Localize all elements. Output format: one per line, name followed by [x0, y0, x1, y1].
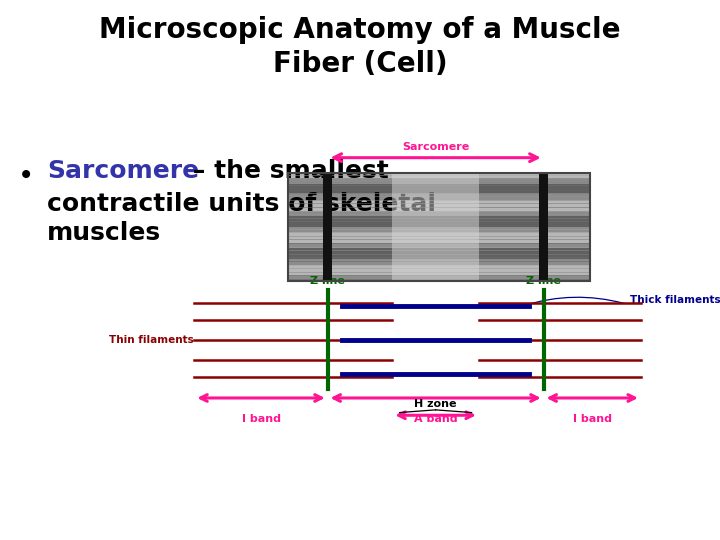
- Bar: [288, 270, 590, 275]
- Bar: [323, 173, 332, 281]
- Bar: [288, 200, 590, 205]
- Bar: [288, 248, 590, 254]
- Text: muscles: muscles: [47, 221, 161, 245]
- Bar: [288, 189, 590, 194]
- Bar: [288, 275, 590, 281]
- Bar: [288, 216, 590, 221]
- Text: Z line: Z line: [526, 276, 561, 286]
- Bar: [288, 211, 590, 216]
- Bar: [288, 178, 590, 184]
- Bar: [288, 232, 590, 238]
- Text: Thin filaments: Thin filaments: [109, 335, 194, 345]
- Bar: [288, 238, 590, 243]
- Text: •: •: [18, 162, 35, 190]
- Bar: [288, 254, 590, 259]
- Text: Microscopic Anatomy of a Muscle
Fiber (Cell): Microscopic Anatomy of a Muscle Fiber (C…: [99, 16, 621, 78]
- Bar: [288, 227, 590, 232]
- Text: – the smallest: – the smallest: [184, 159, 388, 183]
- Bar: [288, 184, 590, 189]
- Bar: [288, 205, 590, 211]
- Text: Sarcomere: Sarcomere: [402, 142, 469, 152]
- Bar: [288, 243, 590, 248]
- Text: Sarcomere: Sarcomere: [47, 159, 199, 183]
- Bar: [539, 173, 548, 281]
- Bar: [288, 173, 590, 281]
- Bar: [288, 259, 590, 265]
- Bar: [288, 221, 590, 227]
- Bar: [288, 194, 590, 200]
- Bar: [392, 173, 479, 281]
- Text: H zone: H zone: [414, 399, 457, 409]
- Text: I band: I band: [241, 414, 281, 424]
- Bar: [288, 265, 590, 270]
- Text: I band: I band: [572, 414, 612, 424]
- Text: Z line: Z line: [310, 276, 345, 286]
- Bar: [288, 173, 590, 178]
- Bar: [288, 173, 590, 281]
- Text: contractile units of skeletal: contractile units of skeletal: [47, 192, 436, 215]
- Text: A band: A band: [414, 414, 457, 424]
- Text: Thick filaments: Thick filaments: [630, 295, 720, 305]
